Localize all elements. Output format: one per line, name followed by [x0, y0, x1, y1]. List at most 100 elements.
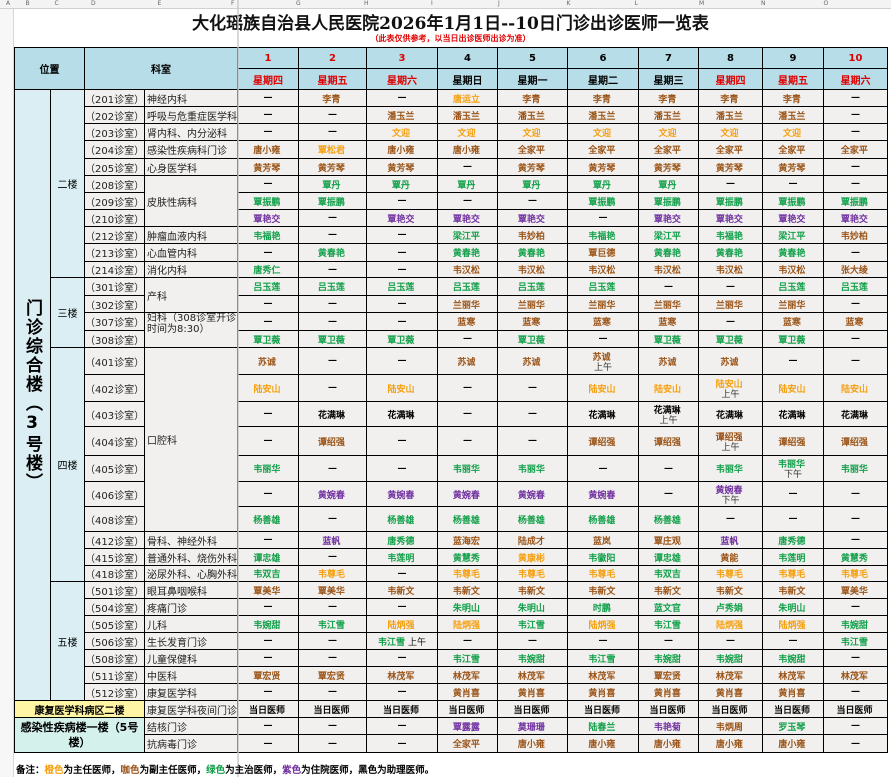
doctor-cell[interactable]: —	[237, 598, 299, 616]
doctor-cell[interactable]: —	[366, 455, 438, 482]
doctor-cell[interactable]: 陆成才|b	[497, 531, 568, 549]
doctor-cell[interactable]: —	[366, 717, 438, 735]
doctor-cell[interactable]: 蓝寒|b	[437, 312, 498, 331]
doctor-cell[interactable]: 吕玉莲|g	[366, 277, 438, 296]
column-letter[interactable]: E	[157, 0, 162, 7]
doctor-cell[interactable]: 韦丽华|g| 下午	[762, 455, 824, 482]
doctor-cell[interactable]: 韦江雪|g	[497, 615, 568, 633]
doctor-cell[interactable]: —	[823, 481, 888, 507]
doctor-cell[interactable]: 谭忠雄|g	[638, 548, 699, 566]
doctor-cell[interactable]: —	[298, 598, 367, 616]
doctor-cell[interactable]: 韦丽华|g	[698, 455, 763, 482]
doctor-cell[interactable]: —	[638, 632, 699, 650]
doctor-cell[interactable]: 文迎|o	[698, 123, 763, 141]
doctor-cell[interactable]: 覃振鹏|g	[298, 192, 367, 210]
doctor-cell[interactable]: 杨善雄|g	[437, 506, 498, 532]
doctor-cell[interactable]: 覃艳交|p	[237, 209, 299, 227]
doctor-cell[interactable]: 覃振鹏|g	[567, 192, 639, 210]
doctor-cell[interactable]: 韦新文|b	[497, 581, 568, 599]
doctor-cell[interactable]: 兰丽华|b	[638, 295, 699, 313]
doctor-cell[interactable]: —	[237, 683, 299, 701]
doctor-cell[interactable]: 李青|b	[567, 89, 639, 107]
doctor-cell[interactable]: 当日医师|k	[567, 700, 639, 718]
doctor-cell[interactable]: 覃美华|b	[823, 581, 888, 599]
doctor-cell[interactable]: 覃艳交|p	[437, 209, 498, 227]
column-letter[interactable]: M	[699, 0, 705, 7]
doctor-cell[interactable]: 唐运立|o	[437, 89, 498, 107]
doctor-cell[interactable]: 覃卫薇|g	[366, 330, 438, 348]
doctor-cell[interactable]: 林茂军|b	[823, 666, 888, 684]
doctor-cell[interactable]: —	[298, 455, 367, 482]
doctor-cell[interactable]: —	[366, 192, 438, 210]
doctor-cell[interactable]: 蓝寒|b	[762, 312, 824, 331]
column-letter[interactable]: A	[6, 0, 11, 7]
doctor-cell[interactable]: —	[638, 481, 699, 507]
doctor-cell[interactable]: —	[823, 330, 888, 348]
doctor-cell[interactable]: —	[298, 295, 367, 313]
doctor-cell[interactable]: —	[366, 295, 438, 313]
doctor-cell[interactable]: 林茂军|b	[698, 666, 763, 684]
doctor-cell[interactable]: 蓝寒|b	[497, 312, 568, 331]
doctor-cell[interactable]: 韦江雪|g	[437, 649, 498, 667]
doctor-cell[interactable]: —	[366, 312, 438, 331]
doctor-cell[interactable]: 韦婉甜|g	[237, 615, 299, 633]
doctor-cell[interactable]: 陆安山|o	[638, 374, 699, 402]
doctor-cell[interactable]: —	[497, 192, 568, 210]
doctor-cell[interactable]: —	[698, 312, 763, 331]
doctor-cell[interactable]: 陆炳强|o	[698, 615, 763, 633]
doctor-cell[interactable]: 黄慧秀|g	[823, 548, 888, 566]
doctor-cell[interactable]: 兰丽华|b	[762, 295, 824, 313]
doctor-cell[interactable]: 覃丹|g	[437, 175, 498, 193]
doctor-cell[interactable]: 陆安山|o	[237, 374, 299, 402]
doctor-cell[interactable]: 韦双吉|g	[638, 565, 699, 582]
doctor-cell[interactable]: 兰丽华|b	[437, 295, 498, 313]
doctor-cell[interactable]: —	[823, 683, 888, 701]
doctor-cell[interactable]: —	[298, 649, 367, 667]
doctor-cell[interactable]: 韦莲明|g	[366, 548, 438, 566]
doctor-cell[interactable]: —	[366, 347, 438, 375]
doctor-cell[interactable]: 覃卫薇|g	[762, 330, 824, 348]
doctor-cell[interactable]: 韦妙柏|b	[497, 226, 568, 244]
doctor-cell[interactable]: 韦艳菊|p	[638, 717, 699, 735]
doctor-cell[interactable]: 韦莲明|g	[762, 548, 824, 566]
doctor-cell[interactable]: 黄芳琴|b	[298, 158, 367, 176]
doctor-cell[interactable]: 韦婉甜|g	[823, 615, 888, 633]
doctor-cell[interactable]: 韦婉甜|g	[762, 649, 824, 667]
doctor-cell[interactable]: 覃卫薇|g	[298, 330, 367, 348]
doctor-cell[interactable]: 韦尊毛|o	[567, 565, 639, 582]
doctor-cell[interactable]: —	[366, 683, 438, 701]
doctor-cell[interactable]: —	[567, 455, 639, 482]
doctor-cell[interactable]: 韦江雪|g	[638, 615, 699, 633]
doctor-cell[interactable]: 当日医师|k	[698, 700, 763, 718]
doctor-cell[interactable]: 覃艳交|p	[762, 209, 824, 227]
doctor-cell[interactable]: —	[366, 426, 438, 456]
doctor-cell[interactable]: 蓝帆|p	[698, 531, 763, 549]
doctor-cell[interactable]: —	[698, 175, 763, 193]
doctor-cell[interactable]: 吕玉莲|g	[762, 277, 824, 296]
doctor-cell[interactable]: 覃宏贤|b	[237, 666, 299, 684]
doctor-cell[interactable]: 黄肖喜|b	[497, 683, 568, 701]
doctor-cell[interactable]: —	[237, 295, 299, 313]
doctor-cell[interactable]: 韦婉甜|g	[638, 649, 699, 667]
doctor-cell[interactable]: 覃丹|g	[366, 175, 438, 193]
doctor-cell[interactable]: 韦丽华|g	[823, 455, 888, 482]
doctor-cell[interactable]: 花满琳|k	[823, 401, 888, 427]
doctor-cell[interactable]: —	[237, 632, 299, 650]
doctor-cell[interactable]: 覃振鹏|g	[823, 192, 888, 210]
doctor-cell[interactable]: —	[298, 717, 367, 735]
doctor-cell[interactable]: —	[497, 632, 568, 650]
doctor-cell[interactable]: 林茂军|b	[762, 666, 824, 684]
doctor-cell[interactable]: 唐小雍|b	[366, 140, 438, 159]
doctor-cell[interactable]: —	[638, 455, 699, 482]
doctor-cell[interactable]: 吕玉莲|g	[437, 277, 498, 296]
doctor-cell[interactable]: —	[497, 426, 568, 456]
doctor-cell[interactable]: 全家平|b	[437, 734, 498, 753]
doctor-cell[interactable]: —	[366, 649, 438, 667]
doctor-cell[interactable]: 覃艳交|p	[823, 209, 888, 227]
doctor-cell[interactable]: 唐小雍|b	[497, 734, 568, 753]
doctor-cell[interactable]: 朱明山|g	[497, 598, 568, 616]
doctor-cell[interactable]: 林茂军|b	[366, 666, 438, 684]
column-letter[interactable]: I	[431, 0, 433, 7]
doctor-cell[interactable]: 韦尊毛|o	[437, 565, 498, 582]
doctor-cell[interactable]: 潘玉兰|b	[762, 106, 824, 124]
